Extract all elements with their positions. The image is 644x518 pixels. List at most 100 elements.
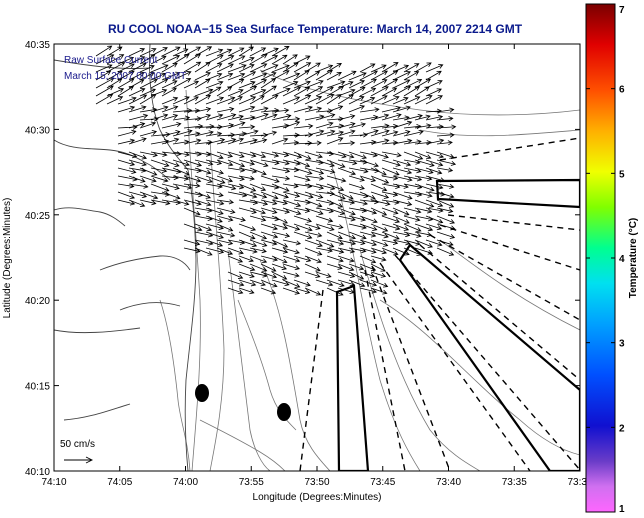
- current-vector-arrow: [249, 151, 267, 159]
- y-tick-label: 40:15: [25, 382, 50, 393]
- current-vector-arrow: [337, 70, 357, 81]
- current-vector-arrow: [117, 191, 136, 200]
- current-vector-arrow: [359, 70, 378, 81]
- current-vector-arrow: [304, 287, 322, 296]
- current-vector-arrow: [304, 255, 322, 264]
- current-vector-arrow: [194, 247, 213, 256]
- current-vector-arrow: [403, 124, 422, 130]
- current-vector-arrow: [304, 86, 324, 97]
- current-vector-arrow: [414, 95, 433, 105]
- current-vector-arrow: [348, 223, 367, 230]
- current-vector-arrow: [260, 78, 277, 89]
- current-vector-arrow: [315, 129, 336, 137]
- current-vector-arrow: [128, 199, 146, 208]
- buoy-marker-icon: [277, 403, 291, 421]
- current-vector-arrow: [249, 72, 268, 81]
- current-vector-arrow: [161, 122, 182, 129]
- y-tick-label: 40:25: [25, 211, 50, 222]
- current-vector-arrow: [293, 140, 313, 146]
- current-vector-arrow: [326, 151, 347, 159]
- outlined-features: [335, 178, 580, 471]
- current-vector-arrow: [381, 239, 399, 245]
- current-vector-arrow: [381, 191, 399, 197]
- current-vector-arrow: [293, 287, 311, 294]
- current-vector-arrow: [183, 207, 201, 216]
- current-vector-arrow: [436, 191, 455, 199]
- current-vector-arrow: [293, 70, 310, 81]
- current-vector-arrow: [216, 231, 236, 238]
- current-vector-arrow: [425, 151, 444, 159]
- current-vector-arrow: [117, 63, 135, 73]
- current-vector-arrow: [414, 223, 434, 232]
- current-vector-arrow: [227, 96, 243, 105]
- current-vector-arrow: [304, 175, 325, 181]
- current-vector-arrow: [205, 215, 223, 223]
- current-vector-arrow: [414, 183, 435, 192]
- current-vector-arrow: [348, 263, 365, 271]
- current-vector-arrow: [205, 159, 223, 166]
- current-vector-arrow: [205, 96, 225, 105]
- current-vector-arrow: [392, 223, 410, 231]
- current-vector-arrow: [150, 151, 168, 157]
- current-vector-arrow: [161, 151, 182, 157]
- current-vector-arrow: [205, 137, 226, 145]
- current-vector-arrow: [293, 215, 312, 223]
- current-vector-arrow: [370, 223, 389, 232]
- current-vector-arrow: [425, 64, 444, 73]
- current-vector-arrow: [172, 96, 190, 105]
- current-vector-arrow: [326, 159, 346, 168]
- current-vector-arrow: [403, 239, 421, 246]
- current-vector-arrow: [216, 63, 234, 73]
- current-vector-arrow: [359, 159, 379, 168]
- current-vector-arrow: [128, 105, 147, 113]
- current-vector-arrow: [205, 239, 224, 247]
- current-vector-arrow: [216, 159, 234, 167]
- annotation-line-1: Raw Surface Current: [64, 55, 158, 66]
- current-vector-arrow: [326, 255, 344, 263]
- current-vector-arrow: [260, 223, 278, 231]
- current-vector-arrow: [392, 159, 412, 167]
- current-vector-arrow: [139, 191, 159, 200]
- current-vector-arrow: [326, 183, 345, 192]
- current-vector-arrow: [238, 151, 257, 158]
- current-vector-arrow: [392, 71, 411, 81]
- current-vector-arrow: [260, 199, 278, 206]
- current-vector-arrow: [436, 124, 457, 130]
- current-vector-arrow: [249, 112, 269, 121]
- current-vector-arrow: [205, 113, 224, 121]
- current-vector-arrow: [216, 207, 236, 215]
- current-vector-arrow: [260, 55, 279, 65]
- current-vector-arrow: [205, 48, 224, 57]
- current-vector-arrow: [260, 130, 278, 137]
- current-vector-arrow: [304, 167, 325, 175]
- current-vector-arrow: [271, 223, 289, 230]
- current-vector-arrow: [161, 80, 178, 89]
- current-vector-arrow: [348, 279, 366, 288]
- current-vector-arrow: [216, 137, 237, 145]
- current-vector-arrow: [249, 106, 269, 113]
- current-vector-arrow: [425, 88, 442, 97]
- current-vector-arrow: [392, 183, 409, 189]
- current-vector-arrow: [117, 129, 137, 137]
- x-axis-label: Longitude (Degrees:Minutes): [253, 492, 382, 503]
- current-vector-arrow: [282, 223, 301, 231]
- current-vector-arrow: [348, 239, 366, 246]
- current-vector-arrow: [370, 255, 387, 262]
- current-vector-arrow: [304, 199, 323, 208]
- current-vector-arrow: [183, 159, 203, 167]
- current-vector-arrow: [315, 64, 334, 73]
- current-vector-arrow: [117, 85, 135, 97]
- current-vector-arrow: [249, 183, 267, 192]
- current-vector-arrow: [326, 199, 343, 208]
- current-vector-arrow: [381, 223, 401, 231]
- current-vector-arrow: [260, 263, 277, 272]
- current-vector-arrow: [348, 175, 365, 182]
- current-vector-arrow: [117, 159, 136, 167]
- current-vector-arrow: [293, 159, 311, 168]
- current-vector-arrow: [95, 64, 113, 73]
- current-vector-arrow: [436, 183, 455, 189]
- current-vector-arrow: [227, 88, 244, 97]
- current-vector-arrow: [205, 86, 222, 97]
- current-vector-arrow: [414, 86, 430, 97]
